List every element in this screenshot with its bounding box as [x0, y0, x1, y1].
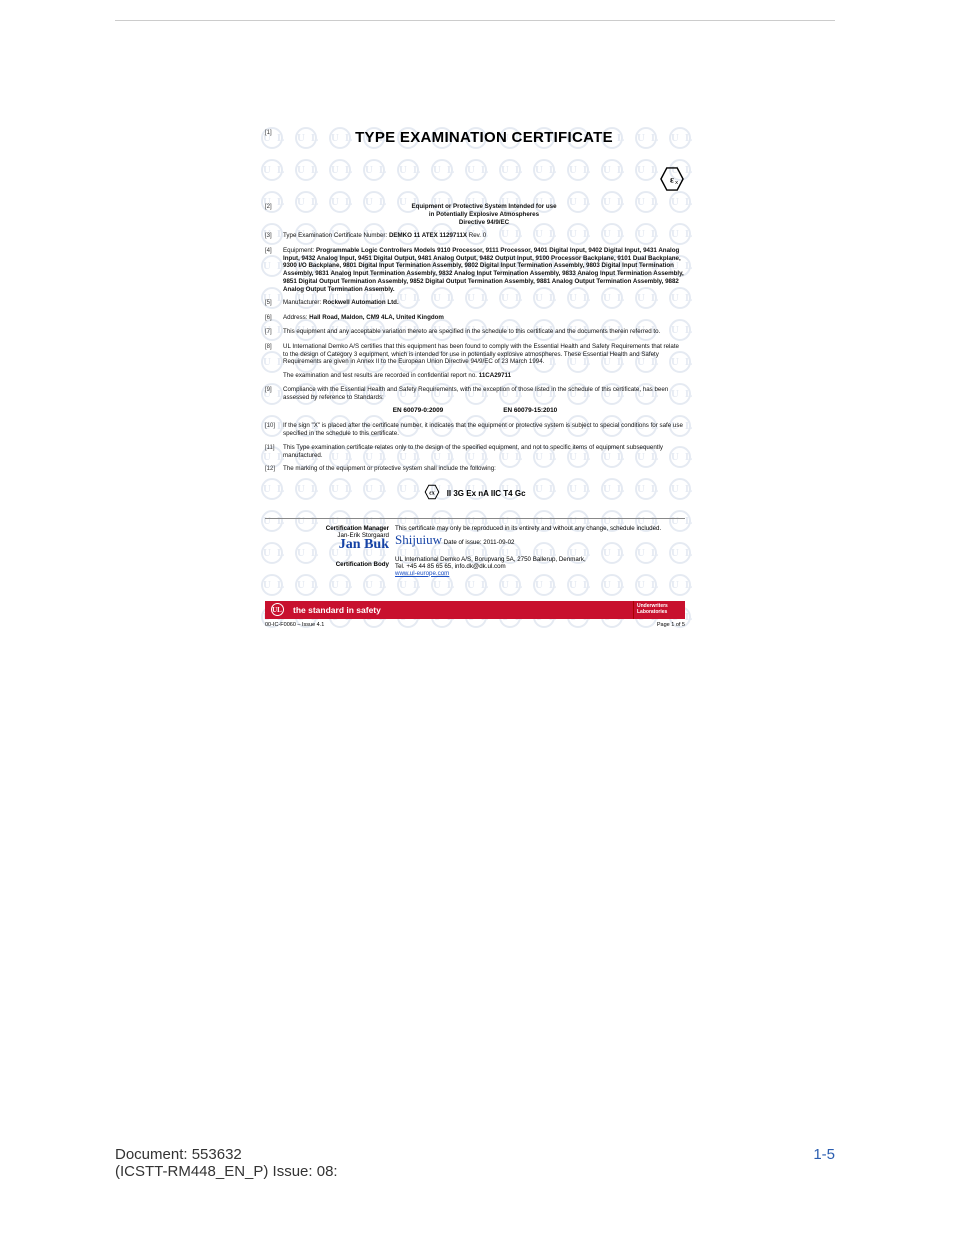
subheader-2: in Potentially Explosive Atmospheres	[429, 211, 539, 218]
document-page: (function(){ var host = document.current…	[115, 20, 835, 1120]
item-8-num: [8]	[265, 343, 283, 366]
page-number: 1-5	[813, 1146, 835, 1180]
standard-2: EN 60079-15:2010	[503, 407, 557, 414]
item-9-num: [9]	[265, 386, 283, 402]
doc-id-line1: Document: 553632	[115, 1146, 338, 1163]
cert-manager-label: Certification Manager	[265, 525, 389, 532]
address-value: Hall Road, Maldon, CM9 4LA, United Kingd…	[309, 314, 444, 321]
ul-logo-icon: UL	[265, 601, 289, 619]
cert-body-value: UL International Demko A/S, Borupvang 5A…	[395, 556, 685, 563]
document-footer: Document: 553632 (ICSTT-RM448_EN_P) Issu…	[115, 1146, 835, 1180]
form-id: 00-IC-F0060 – Issue 4.1	[265, 622, 324, 628]
item-11-num: [11]	[265, 444, 283, 460]
certificate-title: TYPE EXAMINATION CERTIFICATE	[283, 129, 685, 146]
cert-page: Page 1 of 5	[657, 622, 685, 628]
marking-text: II 3G Ex nA IIC T4 Gc	[447, 489, 526, 498]
item-1-num: [1]	[265, 129, 283, 136]
slogan: the standard in safety	[289, 601, 633, 619]
standard-1: EN 60079-0:2009	[393, 407, 443, 414]
report-number: 11CA29711	[479, 372, 511, 379]
marking-line: εx II 3G Ex nA IIC T4 Gc	[265, 484, 685, 500]
cert-rev: Rev. 0	[469, 232, 486, 239]
item-12-num: [12]	[265, 465, 283, 474]
subheader-1: Equipment or Protective System Intended …	[411, 203, 556, 210]
cert-number-label: Type Examination Certificate Number:	[283, 232, 387, 239]
item-11-text: This Type examination certificate relate…	[283, 444, 685, 460]
item-5-num: [5]	[265, 299, 283, 308]
address-label: Address:	[283, 314, 307, 321]
cert-body-label: Certification Body	[265, 561, 389, 568]
reproduction-note: This certificate may only be reproduced …	[395, 525, 685, 532]
doc-id-line2: (ICSTT-RM448_EN_P) Issue: 08:	[115, 1163, 338, 1180]
manufacturer-value: Rockwell Automation Ltd.	[323, 299, 399, 306]
svg-text:ε: ε	[670, 174, 674, 184]
item-10-num: [10]	[265, 422, 283, 438]
item-9-text: Compliance with the Essential Health and…	[283, 386, 685, 402]
svg-text:εx: εx	[430, 490, 436, 496]
svg-text:x: x	[675, 180, 678, 186]
item-10-text: If the sign "X" is placed after the cert…	[283, 422, 685, 438]
report-text: The examination and test results are rec…	[283, 372, 477, 379]
signature-block: Certification Manager Jan-Erik Storgaard…	[265, 518, 685, 577]
issue-date-label: Date of issue:	[444, 539, 482, 546]
signature-2: Shijuiuw	[395, 532, 442, 547]
red-footer-bar: UL the standard in safety Underwriters L…	[265, 601, 685, 619]
item-7-num: [7]	[265, 328, 283, 337]
manufacturer-label: Manufacturer:	[283, 299, 321, 306]
ex-mark-hex: εx	[265, 166, 685, 197]
item-4-num: [4]	[265, 247, 283, 294]
cert-number: DEMKO 11 ATEX 1129711X	[389, 232, 467, 239]
item-2-num: [2]	[265, 203, 283, 226]
certificate: (function(){ var host = document.current…	[255, 121, 695, 638]
equipment-value: Programmable Logic Controllers Models 91…	[283, 247, 684, 293]
item-8-text: UL International Demko A/S certifies tha…	[283, 343, 685, 366]
item-7-text: This equipment and any acceptable variat…	[283, 328, 685, 337]
cert-body-tel: Tel. +45 44 85 65 65, info.dk@dk.ul.com	[395, 563, 685, 570]
equipment-label: Equipment:	[283, 247, 314, 254]
subheader-3: Directive 94/9/EC	[459, 219, 509, 226]
item-6-num: [6]	[265, 314, 283, 323]
item-3-num: [3]	[265, 232, 283, 241]
cert-body-url[interactable]: www.ul-europe.com	[395, 570, 449, 577]
item-12-text: The marking of the equipment or protecti…	[283, 465, 685, 474]
issue-date: 2011-09-02	[483, 539, 514, 546]
ul-name: Underwriters Laboratories	[633, 601, 685, 619]
signature-1: Jan Buk	[339, 539, 389, 552]
